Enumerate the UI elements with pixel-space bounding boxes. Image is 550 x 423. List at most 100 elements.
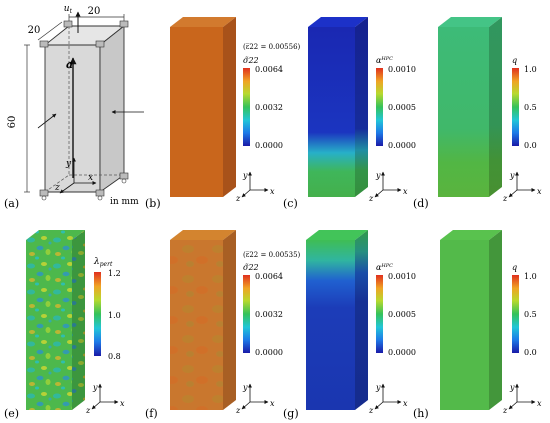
colorbar-q-bottom: q 1.0 0.5 0.0 [512,263,537,357]
axis-arrow [374,401,384,410]
schematic-axis-z: z [54,183,60,193]
axis-label-x: x [403,399,408,408]
colorbar-lambda: λpert 1.2 1.0 0.8 [93,257,121,361]
colorbar-tick: 0.0005 [388,310,416,319]
panel-label-b: (b) [145,197,161,210]
panel-label-c: (c) [283,197,298,210]
panel-f-block [170,230,236,410]
axes-triad: y x z [85,383,125,415]
axis-label-x: x [120,399,125,408]
colorbar-tick: 0.0000 [255,141,283,150]
colorbar-tick: 0.0000 [255,348,283,357]
axis-label-z: z [368,406,374,415]
panel-label-d: (d) [413,197,429,210]
colorbar-tick: 0.0064 [255,272,283,281]
schematic-axis-x: x [88,173,93,183]
axes-triad: y x z [368,383,408,415]
axis-label-y: y [509,383,515,392]
axis-label-z: z [235,194,241,203]
axis-label-y: y [375,171,381,180]
colorbar-q-top-title: q [512,56,517,65]
colorbar-sigma-top-title: σ̃22 [243,56,259,65]
axis-label-z: z [368,194,374,203]
axis-label-x: x [270,187,275,196]
axes-triad: y x z [235,171,275,203]
schematic-side-face [99,25,125,193]
dim-width-label: 20 [88,6,101,17]
colorbar-alpha-top-title: αHPC [376,56,393,65]
panel-b-block [170,17,236,197]
axis-label-z: z [502,406,508,415]
axis-label-y: y [375,383,381,392]
colorbar-tick: 0.0 [524,141,537,150]
colorbar-tick: 0.0000 [388,348,416,357]
panel-h-block [440,230,502,410]
colorbar-tick: 0.0010 [388,65,416,74]
colorbar-sigma-top: (ε̅22 = 0.00556) σ̃22 0.0064 0.0032 0.00… [243,43,301,150]
colorbar-q-bottom-title: q [512,263,517,272]
colorbar-tick: 0.0032 [255,310,283,319]
axes-triads: y x z y x z y x z y x z y x z y x z y x z [85,171,542,415]
axis-arrow [508,401,518,410]
colorbar-tick: 0.0064 [255,65,283,74]
panel-e-block [26,230,85,410]
axis-label-x: x [270,399,275,408]
axis-arrow [241,189,251,198]
axis-label-z: z [235,406,241,415]
axis-label-y: y [242,383,248,392]
axes-triad: y x z [502,383,542,415]
colorbar-tick: 1.0 [524,272,537,281]
colorbar-tick: 0.0 [524,348,537,357]
axis-label-y: y [92,383,98,392]
panel-labels: (a) (b) (c) (d) (e) (f) (g) (h) [4,197,429,420]
schematic-axis-y: y [65,159,72,169]
panel-c-block [308,17,368,197]
axis-arrow [508,189,518,198]
colorbar-tick: 0.5 [524,103,537,112]
colorbar-tick: 0.0005 [388,103,416,112]
colorbar-tick: 1.0 [524,65,537,74]
panel-label-f: (f) [145,407,158,420]
panel-d-block [438,17,502,197]
dim-height-label: 60 [7,116,18,129]
axes-triad: y x z [368,171,408,203]
schematic-panel: 20 20 60 ut a y x z in mm [7,4,144,207]
colorbar-alpha-bottom-title: αHPC [376,263,393,272]
axis-label-x: x [537,187,542,196]
side-arrow-left [37,113,57,129]
load-label: ut [64,4,73,15]
axis-arrow [374,189,384,198]
colorbar-tick: 1.2 [108,269,121,278]
colorbar-lambda-title: λpert [93,257,113,268]
axis-label-x: x [403,187,408,196]
axis-arrow [241,401,251,410]
colorbar-alpha-bottom: αHPC 0.0010 0.0005 0.0000 [376,263,416,357]
panel-label-h: (h) [413,407,429,420]
axis-arrow [91,401,101,410]
axis-label-x: x [537,399,542,408]
colorbar-alpha-top: αHPC 0.0010 0.0005 0.0000 [376,56,416,150]
panel-g-block [306,230,368,410]
unit-note: in mm [110,197,139,207]
panel-label-a: (a) [4,197,19,210]
colorbar-sigma-bottom: (ε̅22 = 0.00535) σ̃22 0.0064 0.0032 0.00… [243,251,301,357]
colorbar-sigma-top-header: (ε̅22 = 0.00556) [243,43,301,51]
colorbar-tick: 0.5 [524,310,537,319]
colorbar-tick: 0.0010 [388,272,416,281]
colorbar-tick: 0.0032 [255,103,283,112]
axis-label-z: z [85,406,91,415]
panel-label-g: (g) [283,407,299,420]
axes-triad: y x z [502,171,542,203]
axis-label-z: z [502,194,508,203]
dim-depth-label: 20 [28,25,41,36]
colorbar-tick: 1.0 [108,311,121,320]
dim-line-depth [37,21,63,41]
colorbar-sigma-bottom-title: σ̃22 [243,263,259,272]
colorbar-q-top: q 1.0 0.5 0.0 [512,56,537,150]
vector-a-label: a [66,58,73,71]
axis-label-y: y [509,171,515,180]
colorbar-tick: 0.8 [108,352,121,361]
axis-label-y: y [242,171,248,180]
